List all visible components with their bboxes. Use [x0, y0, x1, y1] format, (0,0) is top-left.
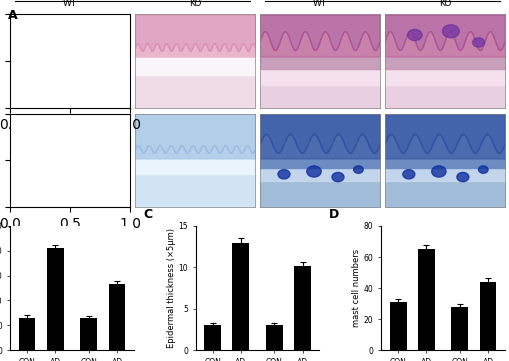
Text: D: D: [329, 208, 339, 221]
Bar: [417, 249, 434, 350]
Circle shape: [471, 38, 484, 47]
Circle shape: [331, 173, 344, 182]
Circle shape: [353, 166, 362, 173]
Y-axis label: Epidermal thickness (×5μm): Epidermal thickness (×5μm): [166, 228, 175, 348]
Circle shape: [277, 170, 290, 179]
Text: C: C: [144, 208, 153, 221]
Bar: [266, 325, 282, 350]
Bar: [80, 318, 97, 350]
Text: A: A: [8, 9, 17, 22]
Circle shape: [431, 166, 445, 177]
Bar: [19, 318, 36, 350]
Bar: [47, 248, 64, 350]
Text: WT: WT: [312, 0, 326, 8]
Bar: [389, 302, 406, 350]
Text: WT: WT: [63, 0, 77, 8]
Circle shape: [306, 166, 321, 177]
Bar: [204, 325, 220, 350]
Bar: [450, 307, 467, 350]
Circle shape: [456, 173, 468, 182]
Circle shape: [402, 170, 414, 179]
Circle shape: [442, 25, 459, 38]
Y-axis label: mast cell numbers: mast cell numbers: [351, 249, 360, 327]
Bar: [108, 284, 125, 350]
Bar: [478, 282, 495, 350]
Bar: [232, 243, 248, 350]
Text: KO: KO: [438, 0, 450, 8]
Circle shape: [477, 166, 487, 173]
Text: KO: KO: [188, 0, 201, 8]
Bar: [294, 266, 310, 350]
Circle shape: [407, 29, 421, 40]
